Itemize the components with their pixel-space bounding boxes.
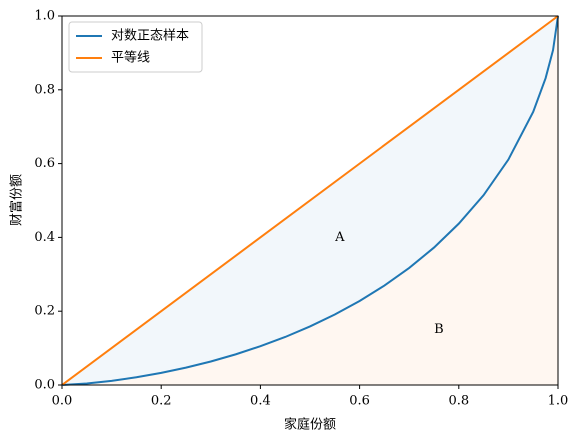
x-axis-label: 家庭份额 bbox=[284, 417, 336, 433]
line bbox=[61, 15, 559, 386]
x-tick-label: 0.4 bbox=[250, 394, 271, 409]
area-below bbox=[62, 16, 558, 385]
y-tick-label: 1.0 bbox=[34, 9, 55, 24]
x-tick-label: 0.0 bbox=[52, 394, 73, 409]
y-tick-label: 0.4 bbox=[34, 230, 55, 245]
annotation: B bbox=[434, 322, 444, 337]
x-tick-label: 1.0 bbox=[548, 394, 569, 409]
y-axis-label: 财富份额 bbox=[9, 174, 25, 226]
line bbox=[61, 15, 559, 386]
legend-label: 平等线 bbox=[111, 49, 150, 64]
x-tick-label: 0.6 bbox=[349, 394, 370, 409]
legend-label: 对数正态样本 bbox=[111, 27, 189, 42]
plot-frame bbox=[61, 15, 559, 386]
x-tick-label: 0.2 bbox=[151, 394, 172, 409]
y-tick-label: 0.8 bbox=[34, 82, 55, 97]
annotation: A bbox=[334, 230, 345, 245]
x-tick-label: 0.8 bbox=[448, 394, 469, 409]
y-tick-label: 0.0 bbox=[34, 378, 55, 393]
y-tick-label: 0.2 bbox=[34, 304, 55, 319]
y-tick-label: 0.6 bbox=[34, 156, 55, 171]
legend-box bbox=[68, 21, 203, 73]
